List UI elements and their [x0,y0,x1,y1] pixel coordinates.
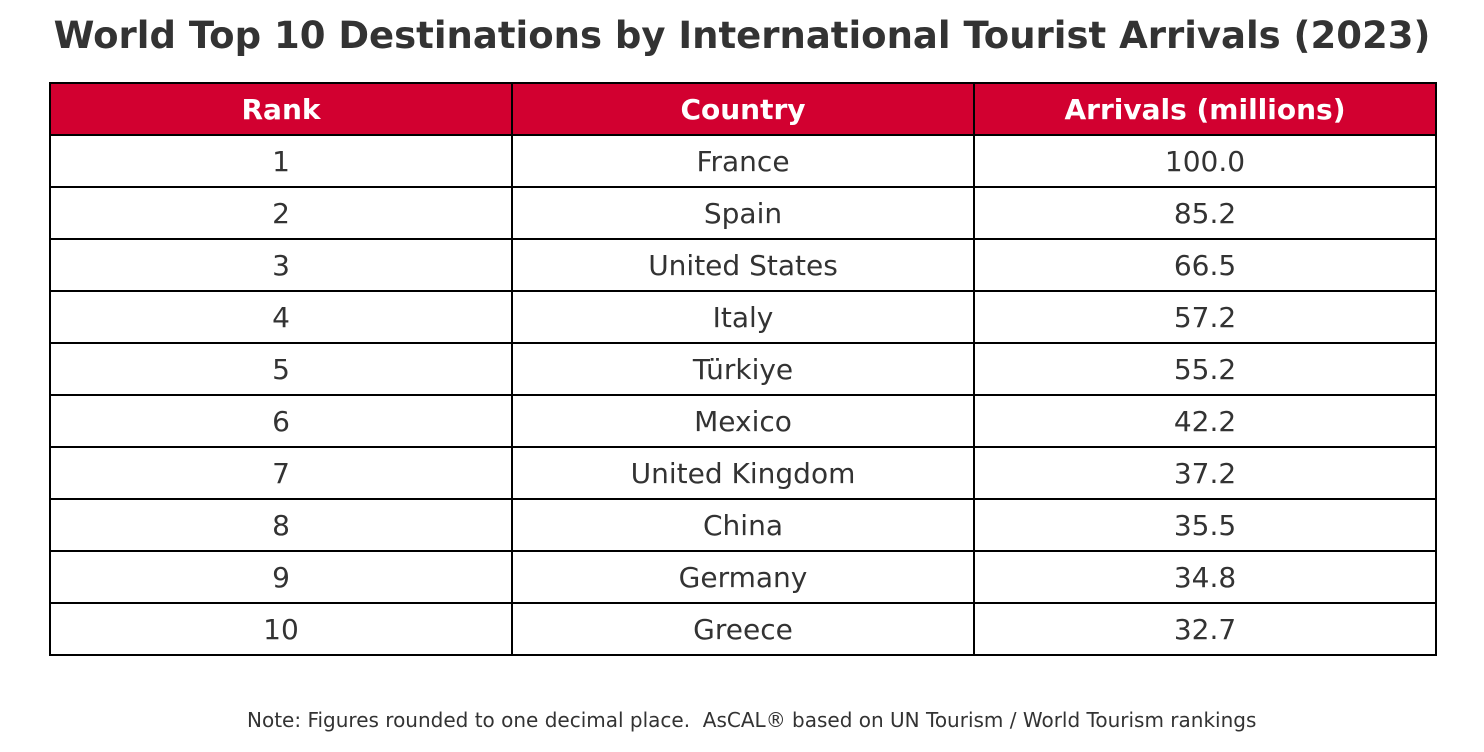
country-cell: China [511,498,975,552]
country-cell: Mexico [511,394,975,448]
tourist-arrivals-table: Rank Country Arrivals (millions) 1 France… [49,82,1437,656]
country-cell: Türkiye [511,342,975,396]
rank-cell: 2 [49,186,513,240]
footnote: Note: Figures rounded to one decimal pla… [247,708,1257,732]
table-row: 4 Italy 57.2 [49,290,1437,344]
rank-cell: 9 [49,550,513,604]
rank-cell: 10 [49,602,513,656]
rank-cell: 8 [49,498,513,552]
column-header-arrivals: Arrivals (millions) [973,82,1437,136]
country-cell: Italy [511,290,975,344]
country-cell: Germany [511,550,975,604]
arrivals-cell: 34.8 [973,550,1437,604]
table-row: 3 United States 66.5 [49,238,1437,292]
table-row: 2 Spain 85.2 [49,186,1437,240]
rank-cell: 1 [49,134,513,188]
column-header-country: Country [511,82,975,136]
table-row: 6 Mexico 42.2 [49,394,1437,448]
arrivals-cell: 35.5 [973,498,1437,552]
country-cell: Spain [511,186,975,240]
arrivals-cell: 100.0 [973,134,1437,188]
table-row: 5 Türkiye 55.2 [49,342,1437,396]
table-row: 7 United Kingdom 37.2 [49,446,1437,500]
arrivals-cell: 57.2 [973,290,1437,344]
arrivals-cell: 66.5 [973,238,1437,292]
table-header-row: Rank Country Arrivals (millions) [49,82,1437,136]
chart-title: World Top 10 Destinations by Internation… [53,14,1431,57]
rank-cell: 6 [49,394,513,448]
rank-cell: 5 [49,342,513,396]
arrivals-cell: 32.7 [973,602,1437,656]
country-cell: United Kingdom [511,446,975,500]
rank-cell: 3 [49,238,513,292]
country-cell: Greece [511,602,975,656]
country-cell: France [511,134,975,188]
arrivals-cell: 42.2 [973,394,1437,448]
table-body: 1 France 100.0 2 Spain 85.2 3 United States 66.5… [49,134,1437,656]
arrivals-cell: 55.2 [973,342,1437,396]
column-header-rank: Rank [49,82,513,136]
country-cell: United States [511,238,975,292]
table-row: 1 France 100.0 [49,134,1437,188]
table-row: 10 Greece 32.7 [49,602,1437,656]
table-row: 9 Germany 34.8 [49,550,1437,604]
table-row: 8 China 35.5 [49,498,1437,552]
rank-cell: 7 [49,446,513,500]
arrivals-cell: 37.2 [973,446,1437,500]
arrivals-cell: 85.2 [973,186,1437,240]
rank-cell: 4 [49,290,513,344]
